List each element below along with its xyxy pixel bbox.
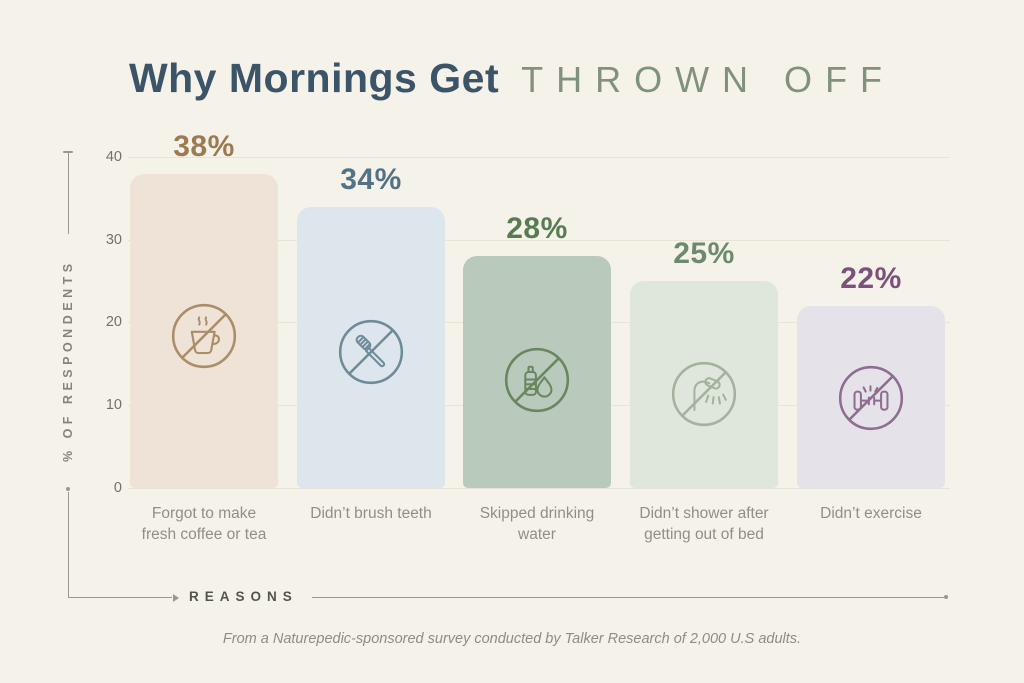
gridline-0 (128, 488, 950, 489)
x-axis-end-marker (944, 595, 948, 599)
bar-group-coffee: 38% (130, 0, 278, 488)
category-label-shower: Didn’t shower after getting out of bed (639, 505, 769, 543)
category-label-toothbrush: Didn’t brush teeth (310, 505, 432, 522)
ytick-10: 10 (105, 397, 122, 413)
no-coffee-icon (170, 302, 238, 370)
y-axis-line-lower (68, 492, 69, 598)
bar-group-water: 28% (463, 0, 611, 488)
ytick-0: 0 (113, 480, 122, 496)
bar-value-label: 25% (673, 237, 735, 270)
source-attribution: From a Naturepedic-sponsored survey cond… (222, 631, 802, 647)
ytick-30: 30 (105, 232, 122, 248)
bar-group-toothbrush: 34% (297, 0, 445, 488)
bar-value-label: 38% (173, 130, 235, 163)
category-label-coffee: Forgot to make fresh coffee or tea (141, 505, 267, 543)
category-label-water: Skipped drinking water (479, 505, 595, 543)
x-axis-line-right (312, 597, 946, 598)
title-primary: Why Mornings Get (128, 55, 500, 101)
category-label-exercise: Didn’t exercise (820, 505, 922, 522)
gridline-30 (128, 240, 950, 241)
no-toothbrush-icon (337, 318, 405, 386)
ytick-40: 40 (105, 149, 122, 165)
x-axis-arrow-icon (173, 594, 179, 602)
y-axis-label: % OF RESPONDENTS (61, 259, 75, 463)
bar-value-label: 28% (506, 212, 568, 245)
gridline-40 (128, 157, 950, 158)
bar-group-exercise: 22% (797, 0, 945, 488)
x-axis-line-left (68, 597, 172, 598)
bar-rect-water (463, 256, 611, 488)
page-title: Why Mornings Get THROWN OFF (0, 55, 1024, 102)
bar-rect-shower (630, 281, 778, 488)
bar-group-shower: 25% (630, 0, 778, 488)
y-axis-marker (66, 487, 70, 491)
x-axis-label: REASONS (189, 589, 298, 604)
no-water-icon (503, 346, 571, 414)
bar-value-label: 34% (340, 163, 402, 196)
no-exercise-icon (837, 364, 905, 432)
y-axis-line-upper (68, 152, 69, 234)
title-secondary: THROWN OFF (521, 59, 896, 100)
no-shower-icon (670, 360, 738, 428)
ytick-20: 20 (105, 314, 122, 330)
bar-rect-toothbrush (297, 207, 445, 488)
bar-value-label: 22% (840, 262, 902, 295)
